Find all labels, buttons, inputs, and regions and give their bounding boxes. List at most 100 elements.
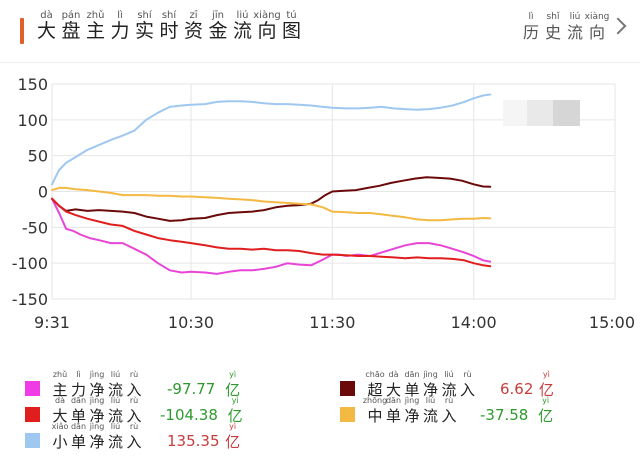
title-char: dà 大	[35, 10, 58, 41]
x-tick-label: 11:30	[309, 313, 355, 332]
title-char: tú 图	[280, 10, 303, 41]
hanzi: 流	[232, 20, 252, 42]
history-char: liú 流	[565, 12, 585, 43]
hanzi: 金	[208, 20, 228, 42]
hanzi: 入	[459, 381, 475, 399]
hanzi: 大	[36, 20, 56, 42]
y-tick-label: 50	[28, 147, 48, 166]
hanzi: 单	[70, 433, 86, 451]
pinyin: dà	[55, 396, 65, 405]
pinyin: dān	[404, 370, 420, 379]
hanzi: 时	[159, 20, 179, 42]
hanzi: 大	[52, 407, 68, 425]
hanzi: 流	[441, 381, 457, 399]
legend-char: dà 大	[51, 396, 69, 426]
legend-item-medium: zhōng 中 dān 单 jìng 净 liú 流 rù 入 -37.58 yì 亿	[340, 396, 640, 426]
legend-char: jìng 净	[422, 370, 440, 400]
pinyin: liú	[569, 12, 581, 22]
header-divider	[0, 62, 640, 63]
title-char: zhǔ 主	[84, 10, 107, 41]
hanzi: 亿	[538, 407, 554, 425]
legend-item-large: dà 大 dān 单 jìng 净 liú 流 rù 入 -104.38 yì 亿	[25, 396, 325, 426]
hanzi: 净	[422, 381, 438, 399]
pinyin: jìng	[89, 396, 105, 405]
legend-value: -37.58	[480, 406, 529, 424]
pinyin: zhǔ	[86, 10, 105, 21]
legend-unit: yì 亿	[224, 422, 242, 452]
pinyin: liú	[110, 396, 121, 405]
legend-value: 6.62	[500, 380, 534, 398]
legend-value: 135.35	[167, 432, 220, 450]
pinyin: rù	[129, 422, 139, 431]
legend-char: jìng 净	[88, 422, 106, 452]
hanzi: 史	[544, 23, 561, 42]
y-tick-label: 100	[17, 111, 48, 130]
hanzi: 向	[588, 23, 605, 42]
title-char: jīn 金	[207, 10, 230, 41]
legend-char: dān 单	[403, 370, 421, 400]
pinyin: shí	[161, 10, 177, 21]
pinyin: dān	[385, 396, 402, 405]
legend-char: xiǎo 小	[51, 422, 69, 452]
title-char: zī 资	[182, 10, 205, 41]
pinyin: dà	[388, 370, 399, 379]
hanzi: 流	[422, 407, 438, 425]
y-tick-label: 150	[17, 75, 48, 94]
pinyin: chāo	[365, 370, 385, 379]
legend-char: lì 力	[70, 370, 88, 400]
history-char: lì 历	[521, 12, 541, 43]
pinyin: liú	[425, 396, 436, 405]
hanzi: 净	[89, 433, 105, 451]
legend-char: dān 单	[70, 396, 88, 426]
pinyin: dān	[70, 396, 87, 405]
hanzi: 净	[89, 381, 105, 399]
hanzi: 资	[183, 20, 203, 42]
legend-char: zhǔ 主	[51, 370, 69, 400]
pinyin: liú	[236, 10, 249, 21]
legend-char: liú 流	[107, 422, 125, 452]
pinyin: jìng	[89, 370, 105, 379]
blurred-overlay-dark	[553, 100, 580, 126]
legend-char: zhōng 中	[362, 396, 388, 426]
series-line-medium	[51, 186, 492, 222]
legend-char: rù 入	[440, 396, 458, 426]
legend-swatch	[25, 381, 40, 396]
legend-char: dān 单	[70, 422, 88, 452]
hanzi: 大	[385, 381, 401, 399]
legend-char: rù 入	[125, 422, 143, 452]
header: dà 大 pán 盘 zhǔ 主 lì 力 shí 实 shí 时 zī 资 jīn 金 liú 流 xiàng 向 t…	[0, 0, 640, 58]
pinyin: zhōng	[362, 396, 388, 405]
hanzi: 单	[404, 381, 420, 399]
hanzi: 流	[107, 407, 123, 425]
hanzi: 力	[110, 20, 130, 42]
pinyin: jìng	[423, 370, 438, 379]
pinyin: yì	[231, 396, 239, 405]
pinyin: liú	[110, 422, 121, 431]
legend-char: jìng 净	[88, 370, 106, 400]
hanzi: 流	[566, 23, 583, 42]
hanzi: 盘	[61, 20, 81, 42]
legend-item-main: zhǔ 主 lì 力 jìng 净 liú 流 rù 入 -97.77 yì 亿	[25, 370, 325, 400]
pinyin: zhǔ	[52, 370, 68, 379]
legend-unit: yì 亿	[224, 370, 242, 400]
hanzi: 亿	[538, 381, 554, 399]
legend-unit: yì 亿	[537, 396, 555, 426]
pinyin: xiàng	[253, 10, 281, 21]
series-line-main	[51, 197, 492, 275]
legend-char: rù 入	[459, 370, 477, 400]
pinyin: yì	[542, 396, 550, 405]
hanzi: 历	[522, 23, 539, 42]
hanzi: 力	[70, 381, 86, 399]
y-tick-label: -100	[12, 254, 48, 273]
legend-item-small: xiǎo 小 dān 单 jìng 净 liú 流 rù 入 135.35 yì 亿	[25, 422, 325, 452]
pinyin: rù	[463, 370, 472, 379]
chevron-right-icon[interactable]	[609, 17, 627, 35]
hanzi: 超	[367, 381, 383, 399]
legend-char: jìng 净	[88, 396, 106, 426]
fund-flow-chart: 150 100 50 0 -50 -100 -150 9:31 10:30 11:30 14:00 1…	[12, 75, 635, 332]
pinyin: xiǎo	[51, 422, 69, 431]
legend-char: chāo 超	[365, 370, 385, 400]
legend-char: liú 流	[422, 396, 440, 426]
x-tick-label: 10:30	[168, 313, 214, 332]
legend-value: -104.38	[160, 406, 218, 424]
